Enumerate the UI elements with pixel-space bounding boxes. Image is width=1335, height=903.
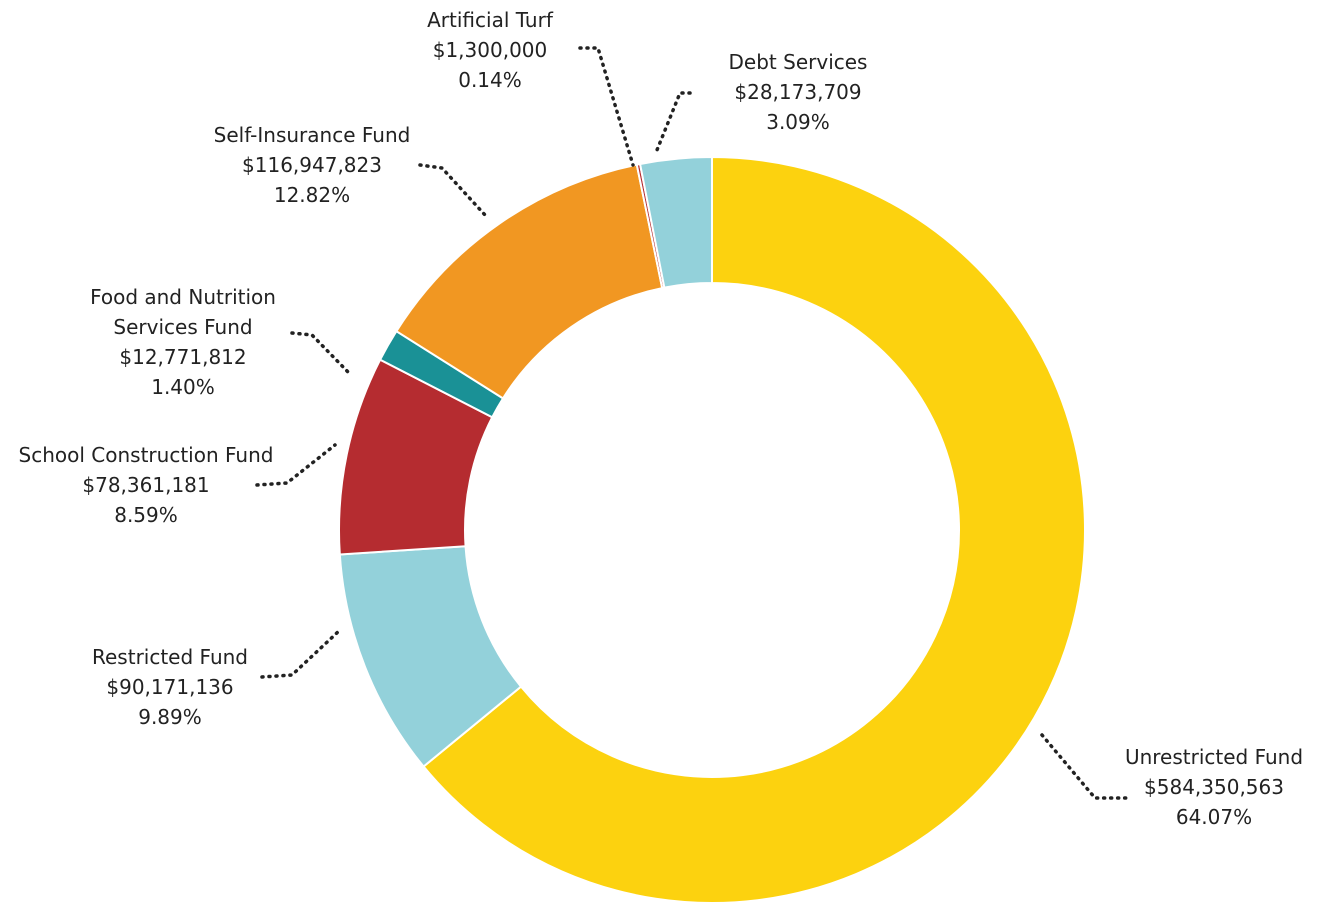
leader-line: [260, 628, 342, 679]
label-percent: 1.40%: [151, 375, 215, 399]
label-value: $28,173,709: [734, 80, 862, 104]
leader-lines: [255, 46, 1132, 800]
slice-label: Unrestricted Fund $584,350,563 64.07%: [1064, 742, 1335, 832]
donut-slice: [638, 155, 713, 289]
label-name: School Construction Fund: [18, 443, 274, 467]
label-percent: 12.82%: [273, 183, 351, 207]
leader-line: [418, 163, 487, 217]
label-percent: 8.59%: [114, 503, 178, 527]
slice-label: School Construction Fund $78,361,181 8.59%: [0, 440, 296, 530]
label-name: Artificial Turf: [427, 8, 553, 32]
label-name: Debt Services: [728, 50, 868, 74]
leader-line: [655, 91, 692, 152]
slice-label: Self-Insurance Fund $116,947,823 12.82%: [162, 120, 462, 210]
label-name: Self-Insurance Fund: [213, 123, 411, 147]
label-percent: 9.89%: [138, 705, 202, 729]
label-percent: 3.09%: [766, 110, 830, 134]
label-value: $116,947,823: [242, 153, 382, 177]
slice-label: Restricted Fund $90,171,136 9.89%: [20, 642, 320, 732]
label-value: $1,300,000: [432, 38, 548, 62]
slice-label: Food and Nutrition Services Fund $12,771,…: [73, 282, 293, 402]
label-value: $12,771,812: [119, 345, 247, 369]
leader-line: [255, 443, 337, 487]
label-percent: 64.07%: [1175, 805, 1253, 829]
label-value: $78,361,181: [82, 473, 210, 497]
label-value: $584,350,563: [1144, 775, 1284, 799]
slice-label: Artificial Turf $1,300,000 0.14%: [340, 5, 640, 95]
leader-line: [1040, 733, 1132, 800]
leader-line: [290, 331, 350, 374]
donut-slice: [422, 155, 1086, 903]
label-value: $90,171,136: [106, 675, 234, 699]
slice-label: Debt Services $28,173,709 3.09%: [648, 47, 948, 137]
label-name: Unrestricted Fund: [1124, 745, 1304, 769]
label-name: Restricted Fund: [92, 645, 248, 669]
label-percent: 0.14%: [458, 68, 522, 92]
label-name: Food and Nutrition Services Fund: [90, 285, 276, 339]
leader-line: [578, 46, 635, 167]
